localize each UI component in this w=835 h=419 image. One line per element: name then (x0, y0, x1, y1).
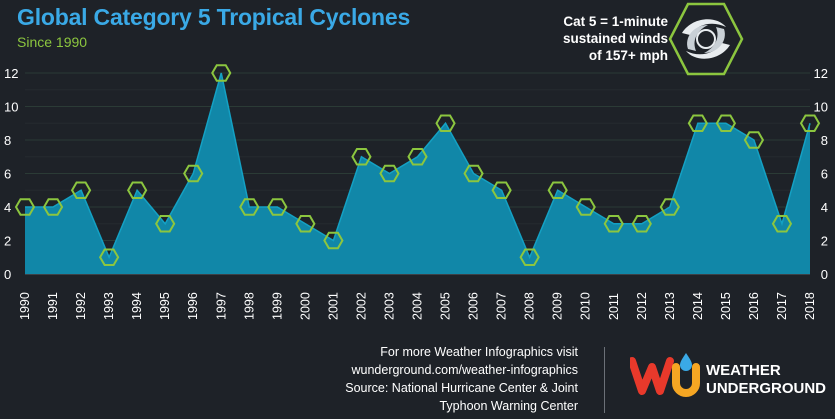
y-tick-label: 4 (4, 200, 11, 215)
x-tick-label: 2000 (298, 292, 312, 320)
data-point-2003 (379, 164, 400, 183)
data-point-2008 (519, 248, 540, 267)
hurricane-icon (668, 2, 744, 76)
x-tick-label: 2008 (523, 292, 537, 320)
data-point-2010 (575, 198, 596, 216)
data-point-2005 (435, 114, 456, 133)
x-tick-label: 2015 (719, 292, 733, 320)
x-tick-label: 2012 (635, 292, 649, 320)
note-line: Cat 5 = 1-minute (563, 14, 668, 29)
data-point-2014 (687, 114, 709, 133)
x-tick-label: 1993 (102, 292, 116, 320)
y-tick-label-right: 12 (814, 66, 828, 81)
data-markers (14, 64, 821, 267)
x-tick-label: 2001 (326, 292, 340, 320)
x-tick-label: 2002 (354, 292, 368, 320)
cat5-definition-note: Cat 5 = 1-minute sustained winds of 157+… (538, 13, 668, 64)
x-tick-label: 2003 (382, 292, 396, 320)
data-point-1997 (211, 64, 232, 82)
y-tick-label-right: 10 (814, 100, 828, 115)
data-point-2004 (407, 147, 428, 166)
x-tick-label: 2007 (495, 292, 509, 320)
note-line: of 157+ mph (588, 48, 668, 63)
x-tick-label: 2014 (691, 292, 705, 320)
footer-line: Typhoon Warning Center (439, 399, 578, 413)
x-tick-label: 2013 (663, 292, 677, 320)
x-tick-label: 1995 (158, 292, 172, 320)
data-point-2013 (659, 198, 680, 216)
data-point-2017 (771, 214, 793, 233)
data-point-2000 (295, 214, 316, 233)
area-series (25, 72, 811, 274)
footer-divider (604, 347, 605, 413)
x-tick-label: 1994 (130, 292, 144, 320)
y-tick-label-right: 4 (821, 200, 828, 215)
footer-credits: For more Weather Infographics visit wund… (280, 343, 578, 415)
y-tick-label: 10 (4, 100, 18, 115)
footer-line: Source: National Hurricane Center & Join… (345, 381, 578, 395)
data-point-2006 (463, 164, 484, 183)
data-point-1998 (239, 198, 260, 216)
y-axis-right: 0 2 4 6 8 10 12 (814, 66, 828, 282)
data-point-1991 (42, 198, 64, 216)
x-axis: 1990 1991 1992 1993 1994 1995 1996 1997 1998 1999… (18, 292, 817, 320)
x-tick-label: 2017 (775, 292, 789, 320)
data-point-2016 (743, 131, 765, 149)
y-tick-label: 0 (4, 267, 11, 282)
y-tick-label-right: 2 (821, 234, 828, 249)
y-axis-left: 0 2 4 6 8 10 12 (4, 66, 18, 282)
x-tick-label: 2011 (607, 293, 621, 320)
x-tick-label: 1992 (74, 292, 88, 320)
data-point-1994 (126, 181, 148, 200)
data-point-1992 (70, 181, 92, 200)
x-tick-label: 2006 (467, 292, 481, 320)
data-point-2018 (799, 114, 821, 133)
y-tick-label-right: 0 (821, 267, 828, 282)
x-tick-label: 1999 (270, 292, 284, 320)
note-line: sustained winds (562, 31, 668, 46)
data-point-2011 (603, 214, 624, 233)
x-tick-label: 1998 (242, 292, 256, 320)
x-tick-label: 1996 (186, 292, 200, 320)
data-point-1996 (183, 164, 204, 183)
x-tick-label: 2010 (579, 292, 593, 320)
data-point-2015 (715, 114, 737, 133)
x-tick-label: 2009 (551, 292, 565, 320)
y-tick-label: 12 (4, 66, 18, 81)
y-tick-label-right: 8 (821, 133, 828, 148)
data-point-2002 (351, 147, 372, 166)
weather-underground-logo-icon (630, 353, 700, 397)
y-tick-label-right: 6 (821, 167, 828, 182)
chart-subtitle: Since 1990 (17, 34, 88, 50)
y-tick-label: 8 (4, 133, 11, 148)
weather-underground-wordmark: WEATHER UNDERGROUND (706, 362, 826, 398)
x-tick-label: 2016 (747, 292, 761, 320)
logo-line: UNDERGROUND (706, 380, 826, 397)
chart-title: Global Category 5 Tropical Cyclones (17, 4, 411, 30)
y-tick-label: 6 (4, 167, 11, 182)
footer-line: For more Weather Infographics visit (380, 345, 578, 359)
logo-line: WEATHER (706, 362, 781, 379)
data-point-1993 (98, 248, 120, 267)
y-tick-label: 2 (4, 234, 11, 249)
data-point-2007 (491, 181, 512, 200)
x-tick-label: 2004 (411, 292, 425, 320)
data-point-2012 (631, 214, 652, 233)
data-point-1999 (267, 198, 288, 216)
x-tick-label: 1990 (18, 292, 32, 320)
chart: 0 2 4 6 8 10 12 0 2 4 6 8 10 12 1990 1991 1992 1993 1994… (4, 64, 828, 320)
x-tick-label: 1997 (214, 292, 228, 320)
area-line (25, 72, 811, 260)
data-point-2001 (323, 231, 344, 250)
x-tick-label: 1991 (46, 292, 60, 320)
data-point-2009 (547, 181, 568, 200)
x-tick-label: 2005 (439, 292, 453, 320)
data-point-1995 (155, 214, 176, 233)
footer-line[interactable]: wunderground.com/weather-infographics (351, 363, 578, 377)
data-point-1990 (14, 198, 36, 216)
x-tick-label: 2018 (803, 292, 817, 320)
